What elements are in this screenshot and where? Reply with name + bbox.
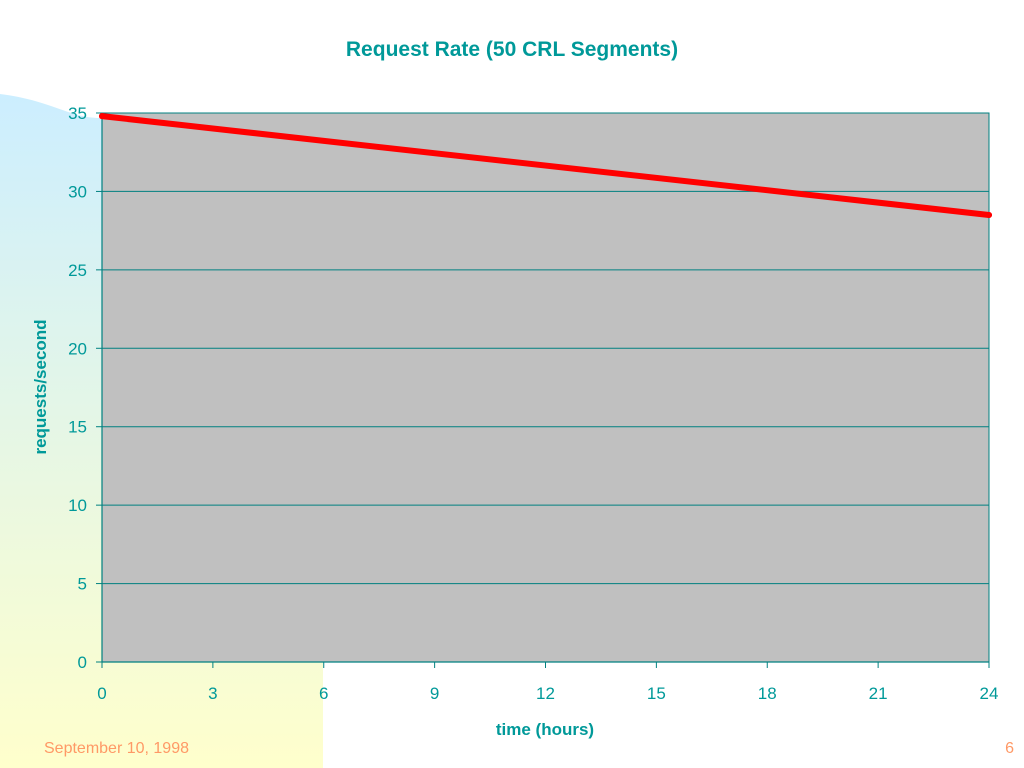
y-tick-label: 15: [68, 418, 87, 437]
gridlines: [102, 112, 989, 585]
plot-area: [101, 112, 990, 663]
x-tick-label: 6: [319, 684, 328, 703]
series-line: [99, 113, 992, 218]
x-tick-label: 3: [208, 684, 217, 703]
y-axis-title: requests/second: [31, 319, 50, 454]
y-tick-label: 5: [78, 575, 87, 594]
x-tick-label: 9: [430, 684, 439, 703]
y-tick-label: 0: [78, 653, 87, 672]
x-tick-label: 18: [758, 684, 777, 703]
y-axis-ticks: 0 5 10 15 20 25 30 35: [68, 104, 102, 672]
page-number: 6: [1005, 740, 1014, 757]
chart-title: Request Rate (50 CRL Segments): [346, 38, 678, 61]
x-tick-label: 21: [869, 684, 888, 703]
y-tick-label: 35: [68, 104, 87, 123]
x-axis-title: time (hours): [496, 720, 594, 739]
series-group: [99, 113, 992, 218]
y-tick-label: 25: [68, 261, 87, 280]
y-tick-label: 30: [68, 182, 87, 201]
x-tick-label: 0: [97, 684, 106, 703]
y-tick-label: 20: [68, 339, 87, 358]
footer-date: September 10, 1998: [44, 740, 189, 757]
x-tick-label: 15: [647, 684, 666, 703]
x-axis-ticks: 0 3 6 9 12 15 18 21 24: [97, 662, 998, 703]
y-tick-label: 10: [68, 496, 87, 515]
data-point: [986, 211, 992, 218]
data-point: [99, 113, 105, 120]
x-tick-label: 12: [536, 684, 555, 703]
x-tick-label: 24: [980, 684, 999, 703]
